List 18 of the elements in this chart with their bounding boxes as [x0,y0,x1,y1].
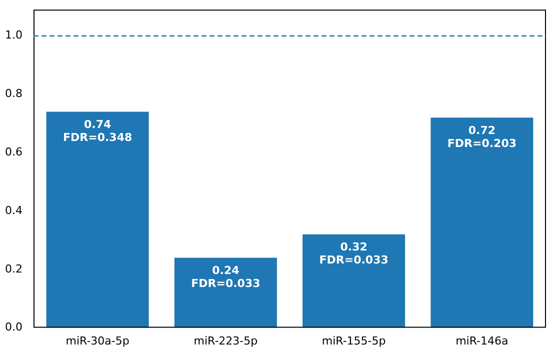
y-tick-label: 0.6 [4,146,22,159]
y-tick-label: 0.0 [4,320,22,334]
bar [302,234,406,328]
y-tick-label: 0.2 [4,262,22,276]
data-label: 0.72 FDR=0.203 [447,124,517,150]
bar [174,258,277,328]
x-tick-label: miR-146a [456,334,508,348]
x-tick-label: miR-223-5p [194,334,258,348]
y-tick-label: 1.0 [4,28,22,42]
data-label: 0.32 FDR=0.033 [319,240,388,267]
y-tick-label: 0.4 [4,204,22,217]
x-tick-label: miR-155-5p [322,334,386,348]
x-tick-label: miR-30a-5p [66,334,130,348]
bar [46,112,149,328]
data-label: 0.24 FDR=0.033 [191,264,260,290]
y-tick-label: 0.8 [4,87,22,100]
data-label: 0.74 FDR=0.348 [62,118,132,144]
bar [430,118,534,328]
